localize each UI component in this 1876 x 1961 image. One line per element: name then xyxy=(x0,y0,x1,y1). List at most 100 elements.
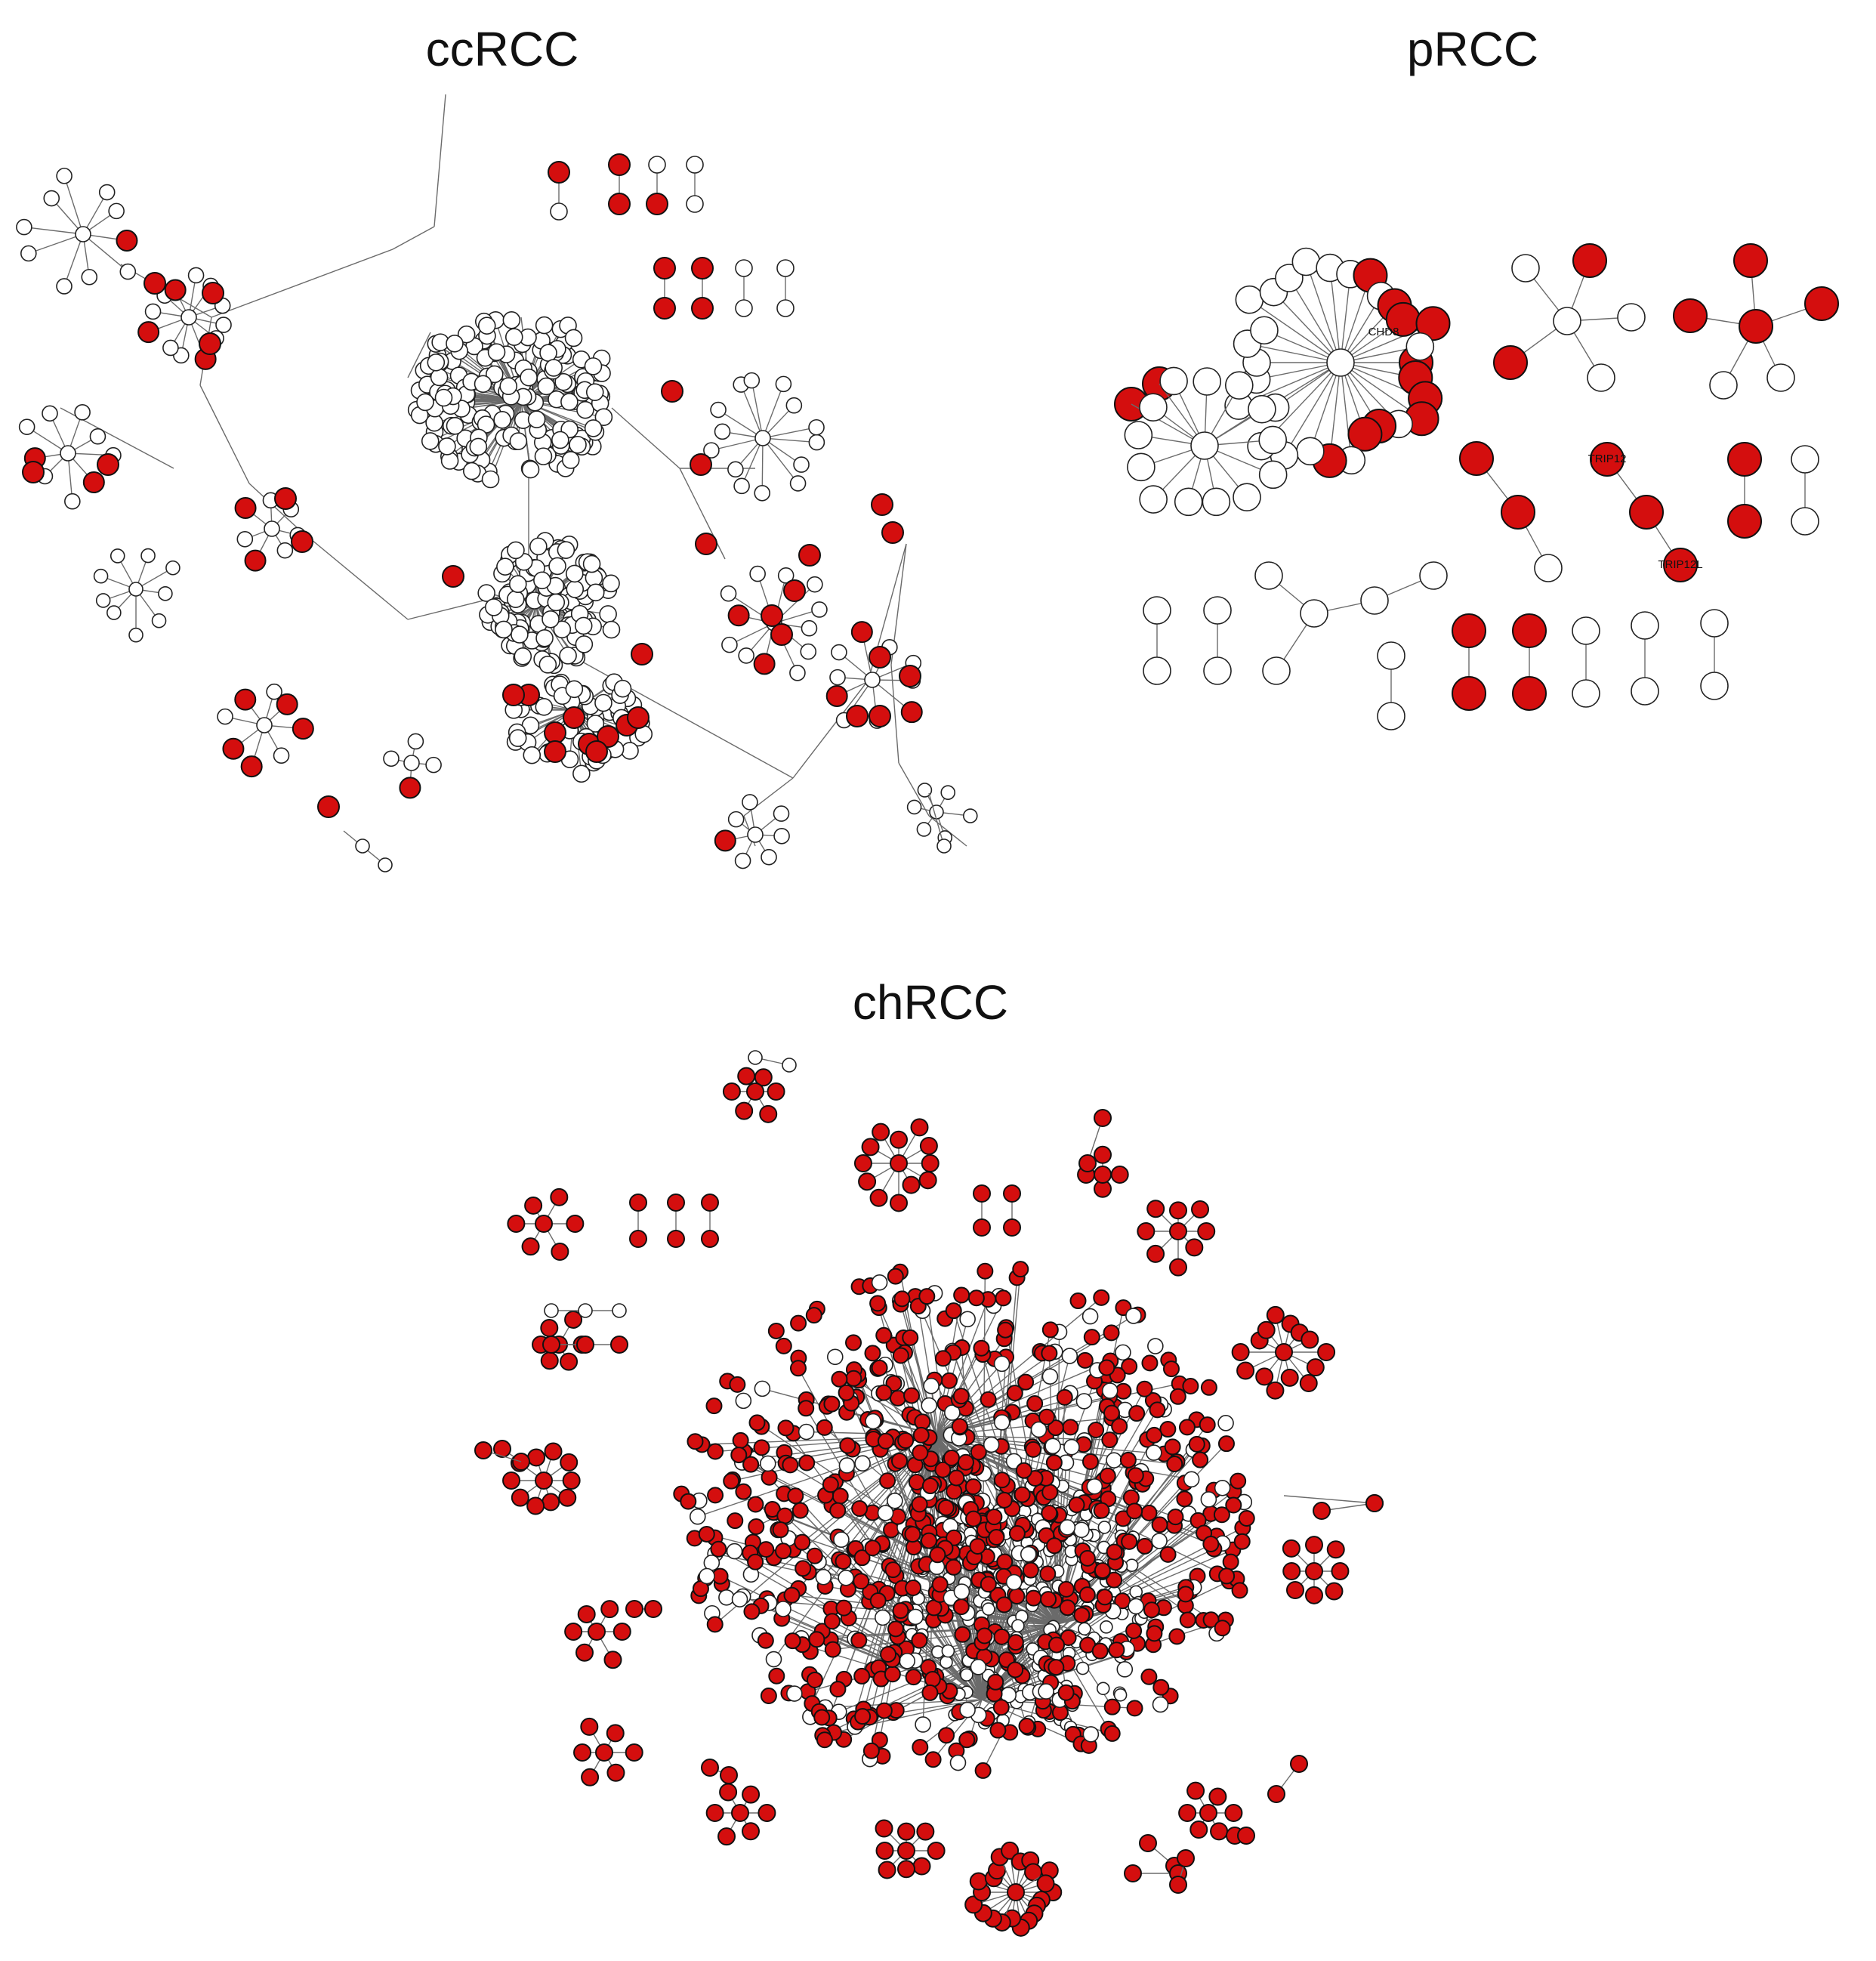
highlighted-node xyxy=(884,1666,901,1683)
highlighted-node xyxy=(1257,1320,1276,1339)
highlighted-node xyxy=(973,1339,990,1357)
highlighted-node xyxy=(701,1230,719,1248)
node xyxy=(1106,1452,1122,1468)
node xyxy=(165,560,181,576)
highlighted-node xyxy=(1103,1324,1120,1342)
highlighted-node xyxy=(993,1628,1011,1645)
highlighted-node xyxy=(625,1600,643,1618)
highlighted-node xyxy=(544,721,566,744)
highlighted-node xyxy=(1136,1380,1153,1397)
highlighted-node xyxy=(731,1804,749,1822)
node xyxy=(1217,1415,1234,1431)
edge xyxy=(1247,343,1341,363)
node xyxy=(425,756,442,774)
highlighted-node xyxy=(1081,1453,1099,1471)
highlighted-node xyxy=(1236,1361,1255,1380)
node xyxy=(1262,656,1291,685)
highlighted-node xyxy=(1047,1419,1064,1437)
highlighted-node xyxy=(1015,1462,1032,1479)
highlighted-node xyxy=(1022,1561,1039,1579)
highlighted-node xyxy=(988,1528,1005,1546)
highlighted-node xyxy=(1452,676,1486,711)
highlighted-node xyxy=(889,1389,906,1407)
edge xyxy=(928,792,945,847)
highlighted-node xyxy=(952,1598,970,1616)
node xyxy=(993,1355,1011,1373)
node xyxy=(554,372,572,391)
highlighted-node xyxy=(474,1441,492,1459)
highlighted-node xyxy=(1290,1755,1308,1773)
highlighted-node xyxy=(1141,1354,1159,1372)
highlighted-node xyxy=(1106,1543,1123,1561)
node xyxy=(940,1655,953,1669)
highlighted-node xyxy=(893,1290,911,1308)
highlighted-node xyxy=(965,1510,983,1527)
node xyxy=(273,747,290,764)
node xyxy=(181,309,197,326)
highlighted-node xyxy=(1197,1222,1216,1240)
node xyxy=(539,344,557,362)
highlighted-node xyxy=(1151,1516,1168,1533)
node xyxy=(566,580,585,598)
node xyxy=(527,410,546,429)
highlighted-node xyxy=(705,1397,723,1415)
highlighted-node xyxy=(880,1646,897,1663)
highlighted-node xyxy=(816,1419,833,1436)
highlighted-node xyxy=(952,1388,970,1405)
highlighted-node xyxy=(1088,1422,1105,1439)
node xyxy=(1258,425,1288,455)
node xyxy=(754,430,771,446)
node xyxy=(569,435,587,454)
node xyxy=(545,359,563,377)
highlighted-node xyxy=(1057,1580,1075,1598)
highlighted-node xyxy=(234,497,257,520)
highlighted-node xyxy=(729,1376,746,1393)
node xyxy=(738,647,754,664)
node xyxy=(485,598,503,616)
node xyxy=(1044,1438,1061,1455)
highlighted-node xyxy=(742,1456,760,1473)
highlighted-node xyxy=(850,621,873,644)
node xyxy=(875,1609,891,1626)
node xyxy=(1250,316,1279,345)
edge xyxy=(611,407,680,469)
highlighted-node xyxy=(954,1626,971,1643)
highlighted-node xyxy=(1026,1395,1044,1413)
highlighted-node xyxy=(1041,1484,1059,1501)
node xyxy=(1214,1479,1231,1496)
node xyxy=(477,317,496,335)
highlighted-node xyxy=(1217,1435,1235,1453)
edge xyxy=(1310,362,1341,452)
node xyxy=(533,571,551,590)
node xyxy=(551,431,569,449)
highlighted-node xyxy=(1094,1166,1112,1184)
node xyxy=(60,445,76,462)
edge xyxy=(1283,1495,1375,1504)
node xyxy=(1203,596,1232,625)
node xyxy=(793,456,810,473)
highlighted-node xyxy=(969,1872,988,1891)
highlighted-node xyxy=(244,549,267,572)
edge xyxy=(535,604,569,656)
highlighted-node xyxy=(872,1123,890,1141)
highlighted-node xyxy=(869,1592,887,1610)
highlighted-node xyxy=(1317,1343,1336,1361)
highlighted-node xyxy=(1231,1582,1248,1599)
highlighted-node xyxy=(854,1708,872,1725)
highlighted-node xyxy=(743,1603,761,1620)
node xyxy=(782,1058,797,1073)
highlighted-node xyxy=(958,1731,976,1749)
highlighted-node xyxy=(1003,1218,1021,1237)
highlighted-node xyxy=(969,1537,986,1555)
highlighted-node xyxy=(823,1613,841,1630)
highlighted-node xyxy=(995,1491,1013,1509)
node xyxy=(1100,1620,1113,1634)
node xyxy=(1086,1478,1103,1495)
highlighted-node xyxy=(1225,1496,1242,1514)
highlighted-node xyxy=(1199,1416,1216,1434)
highlighted-node xyxy=(1096,1589,1113,1606)
node xyxy=(776,259,795,277)
node-label: TRIP12L xyxy=(1658,558,1702,571)
node xyxy=(158,586,173,601)
highlighted-node xyxy=(1101,1431,1119,1449)
